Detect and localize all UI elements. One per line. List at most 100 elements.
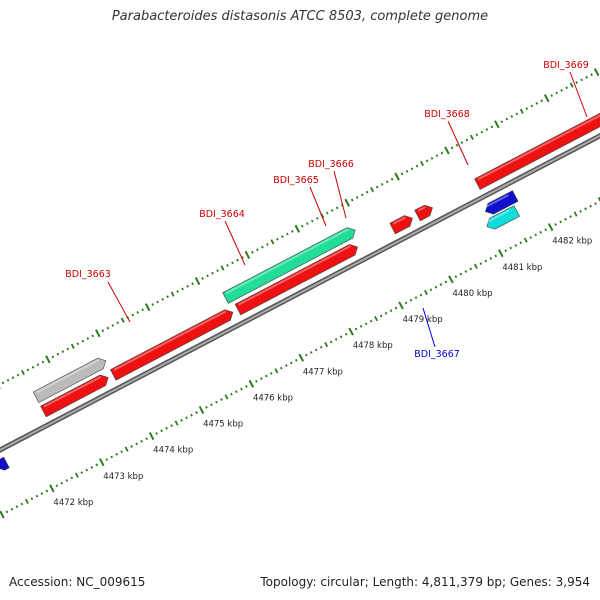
scale-tick-minor: [55, 484, 59, 488]
scale-tick-minor: [459, 272, 463, 276]
gene-highlight: [238, 245, 351, 306]
scale-tick-minor: [565, 86, 568, 90]
scale-tick-minor: [350, 198, 354, 202]
gene-leader-line: [107, 281, 131, 323]
gene-leader-line: [422, 307, 436, 348]
scale-tick-minor: [35, 494, 39, 498]
scale-tick-major: [144, 303, 151, 312]
scale-label: 4482 kbp: [552, 237, 592, 247]
gene-label: BDI_3666: [308, 159, 354, 170]
scale-tick-minor: [284, 364, 288, 367]
scale-tick-minor: [181, 287, 184, 291]
gene-highlight: [477, 114, 600, 181]
scale-tick-major: [448, 275, 454, 284]
scale-tick-minor: [15, 505, 19, 509]
scale-tick-minor: [464, 270, 468, 273]
scale-tick-minor: [580, 78, 583, 82]
scale-tick-minor: [160, 429, 163, 433]
scale-tick-minor: [124, 446, 129, 452]
gene-leader-line: [224, 220, 246, 266]
scale-tick-minor: [559, 220, 562, 224]
scale-tick-minor: [76, 342, 80, 346]
scale-tick-minor: [276, 237, 279, 241]
scale-tick-minor: [90, 466, 94, 469]
gene-label: BDI_3663: [65, 269, 111, 280]
scale-tick-minor: [594, 202, 597, 205]
scale-tick-minor: [529, 236, 533, 239]
scale-tick-minor: [569, 82, 574, 88]
scale-tick-minor: [374, 315, 379, 322]
scale-tick-minor: [110, 455, 114, 459]
scale-tick-minor: [509, 246, 513, 250]
scale-tick-minor: [24, 498, 29, 505]
scale-tick-minor: [404, 301, 408, 305]
scale-tick-minor: [334, 338, 338, 341]
scale-tick-minor: [45, 489, 49, 493]
scale-tick-major: [543, 94, 550, 103]
scale-tick-minor: [440, 151, 444, 155]
scale-tick-minor: [515, 112, 519, 116]
scale-tick-minor: [469, 267, 473, 271]
accession-text: Accession: NC_009615: [9, 575, 146, 589]
backbone-line: [0, 134, 600, 452]
scale-tick-minor: [379, 314, 383, 318]
scale-tick-major: [0, 510, 5, 519]
scale-tick-minor: [151, 303, 154, 306]
scale-tick-minor: [539, 230, 543, 234]
gene-highlight: [225, 228, 349, 295]
scale-tick-major: [49, 484, 55, 493]
gene-arrow-grey: [32, 357, 107, 404]
scale-tick-minor: [1, 381, 5, 385]
scale-tick-minor: [585, 75, 588, 79]
gene-arrow-red: [389, 215, 413, 235]
scale-tick-minor: [231, 261, 234, 265]
scale-tick-major: [294, 224, 301, 233]
scale-tick-minor: [81, 339, 85, 343]
scale-tick-minor: [265, 374, 268, 378]
scale-tick-minor: [91, 334, 95, 338]
scale-tick-minor: [180, 419, 183, 422]
scale-tick-minor: [65, 479, 69, 482]
scale-tick-minor: [310, 219, 314, 223]
scale-tick-minor: [573, 211, 578, 217]
scale-tick-minor: [294, 358, 298, 362]
scale-tick-minor: [355, 196, 359, 199]
gene-label: BDI_3669: [543, 60, 589, 71]
scale-tick-minor: [419, 293, 423, 297]
gene-label: BDI_3664: [199, 209, 245, 220]
scale-tick-minor: [205, 405, 208, 409]
scale-tick-minor: [185, 416, 188, 420]
gene-leader-line: [309, 186, 327, 227]
scale-tick-minor: [329, 340, 333, 344]
scale-tick-minor: [131, 313, 135, 317]
scale-tick-minor: [120, 450, 123, 454]
gene-arrow-cyan: [486, 205, 521, 230]
scale-tick-minor: [414, 296, 418, 300]
scale-tick-minor: [120, 317, 125, 323]
scale-tick-minor: [305, 222, 309, 225]
scale-tick-minor: [523, 237, 528, 243]
scale-tick-minor: [280, 366, 283, 370]
scale-tick-minor: [186, 284, 189, 288]
gene-arrow-green: [222, 227, 356, 304]
scale-tick-minor: [195, 411, 198, 414]
scale-tick-minor: [575, 81, 578, 84]
scale-tick-minor: [165, 426, 168, 430]
scale-tick-minor: [325, 211, 329, 215]
scale-tick-minor: [220, 398, 223, 401]
scale-tick-minor: [480, 130, 484, 134]
scale-tick-minor: [36, 363, 40, 367]
scale-tick-minor: [10, 507, 14, 511]
scale-tick-minor: [339, 335, 343, 339]
scale-tick-minor: [344, 332, 348, 336]
scale-tick-minor: [369, 319, 373, 323]
scale-tick-minor: [489, 257, 493, 260]
scale-tick-minor: [286, 232, 289, 236]
gene-arrow-blue: [485, 190, 519, 215]
scale-tick-minor: [465, 138, 469, 142]
scale-tick-minor: [370, 186, 375, 193]
scale-tick-minor: [429, 288, 433, 292]
scale-tick-minor: [354, 327, 358, 331]
scale-tick-major: [398, 301, 404, 310]
